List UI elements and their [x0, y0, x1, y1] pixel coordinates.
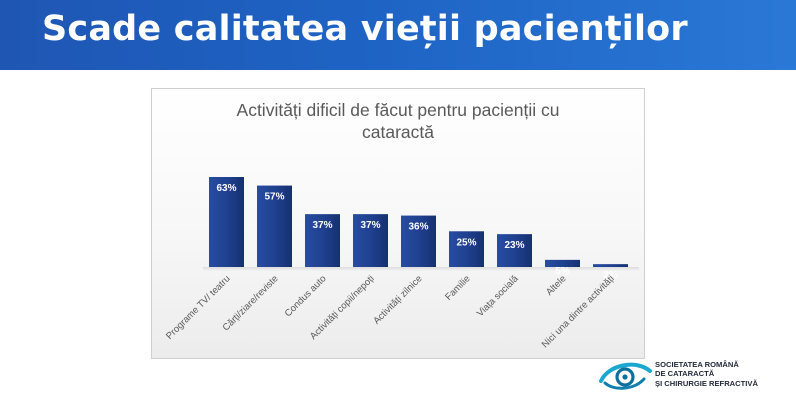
slide-title: Scade calitatea vieții pacienților — [42, 9, 688, 49]
logo-text-line-1: SOCIETATEA ROMÂNĂ — [655, 360, 739, 369]
society-logo: SOCIETATEA ROMÂNĂ DE CATARACTĂ ȘI CHIRUR… — [598, 355, 788, 395]
bar-value-label-3: 37% — [312, 220, 332, 231]
eye-logo-icon — [599, 362, 652, 390]
category-label-3: Condus auto — [283, 273, 329, 319]
bar-1 — [209, 177, 244, 267]
bar-value-label-7: 23% — [504, 240, 524, 251]
logo-text-line-2: DE CATARACTĂ — [655, 369, 715, 379]
title-banner: Scade calitatea vieții pacienților — [0, 0, 796, 70]
bar-value-label-4: 37% — [360, 220, 380, 231]
logo-text: SOCIETATEA ROMÂNĂ DE CATARACTĂ ȘI CHIRUR… — [655, 360, 758, 388]
category-label-7: Viața socială — [475, 273, 521, 319]
bar-2 — [257, 185, 292, 267]
chart-title-line-2: cataractă — [362, 122, 434, 142]
bar-9 — [593, 264, 628, 267]
chart-panel: Activități dificil de făcut pentru pacie… — [151, 88, 645, 359]
chart-baseline — [203, 267, 639, 271]
category-label-1: Programe TV/ teatru — [164, 273, 233, 342]
bar-value-label-5: 36% — [408, 222, 428, 233]
bar-value-label-2: 57% — [264, 192, 284, 203]
category-label-8: Altele — [544, 273, 569, 298]
bar-value-label-1: 63% — [216, 183, 236, 194]
bar-value-label-6: 25% — [456, 237, 476, 248]
bar-5 — [401, 215, 436, 267]
bar-6 — [449, 231, 484, 267]
bar-4 — [353, 214, 388, 267]
category-label-5: Activități zilnice — [371, 273, 424, 326]
bar-value-label-8: 5% — [555, 266, 570, 277]
logo-text-line-3: ȘI CHIRURGIE REFRACTIVĂ — [655, 378, 758, 388]
chart-title-line-1: Activități dificil de făcut pentru pacie… — [237, 100, 560, 120]
bar-chart: Activități dificil de făcut pentru pacie… — [164, 100, 639, 350]
bar-7 — [497, 234, 532, 267]
bar-3 — [305, 214, 340, 267]
bar-value-label-9: 2% — [603, 270, 618, 281]
category-label-6: Familie — [443, 273, 472, 302]
bar-8 — [545, 259, 580, 267]
